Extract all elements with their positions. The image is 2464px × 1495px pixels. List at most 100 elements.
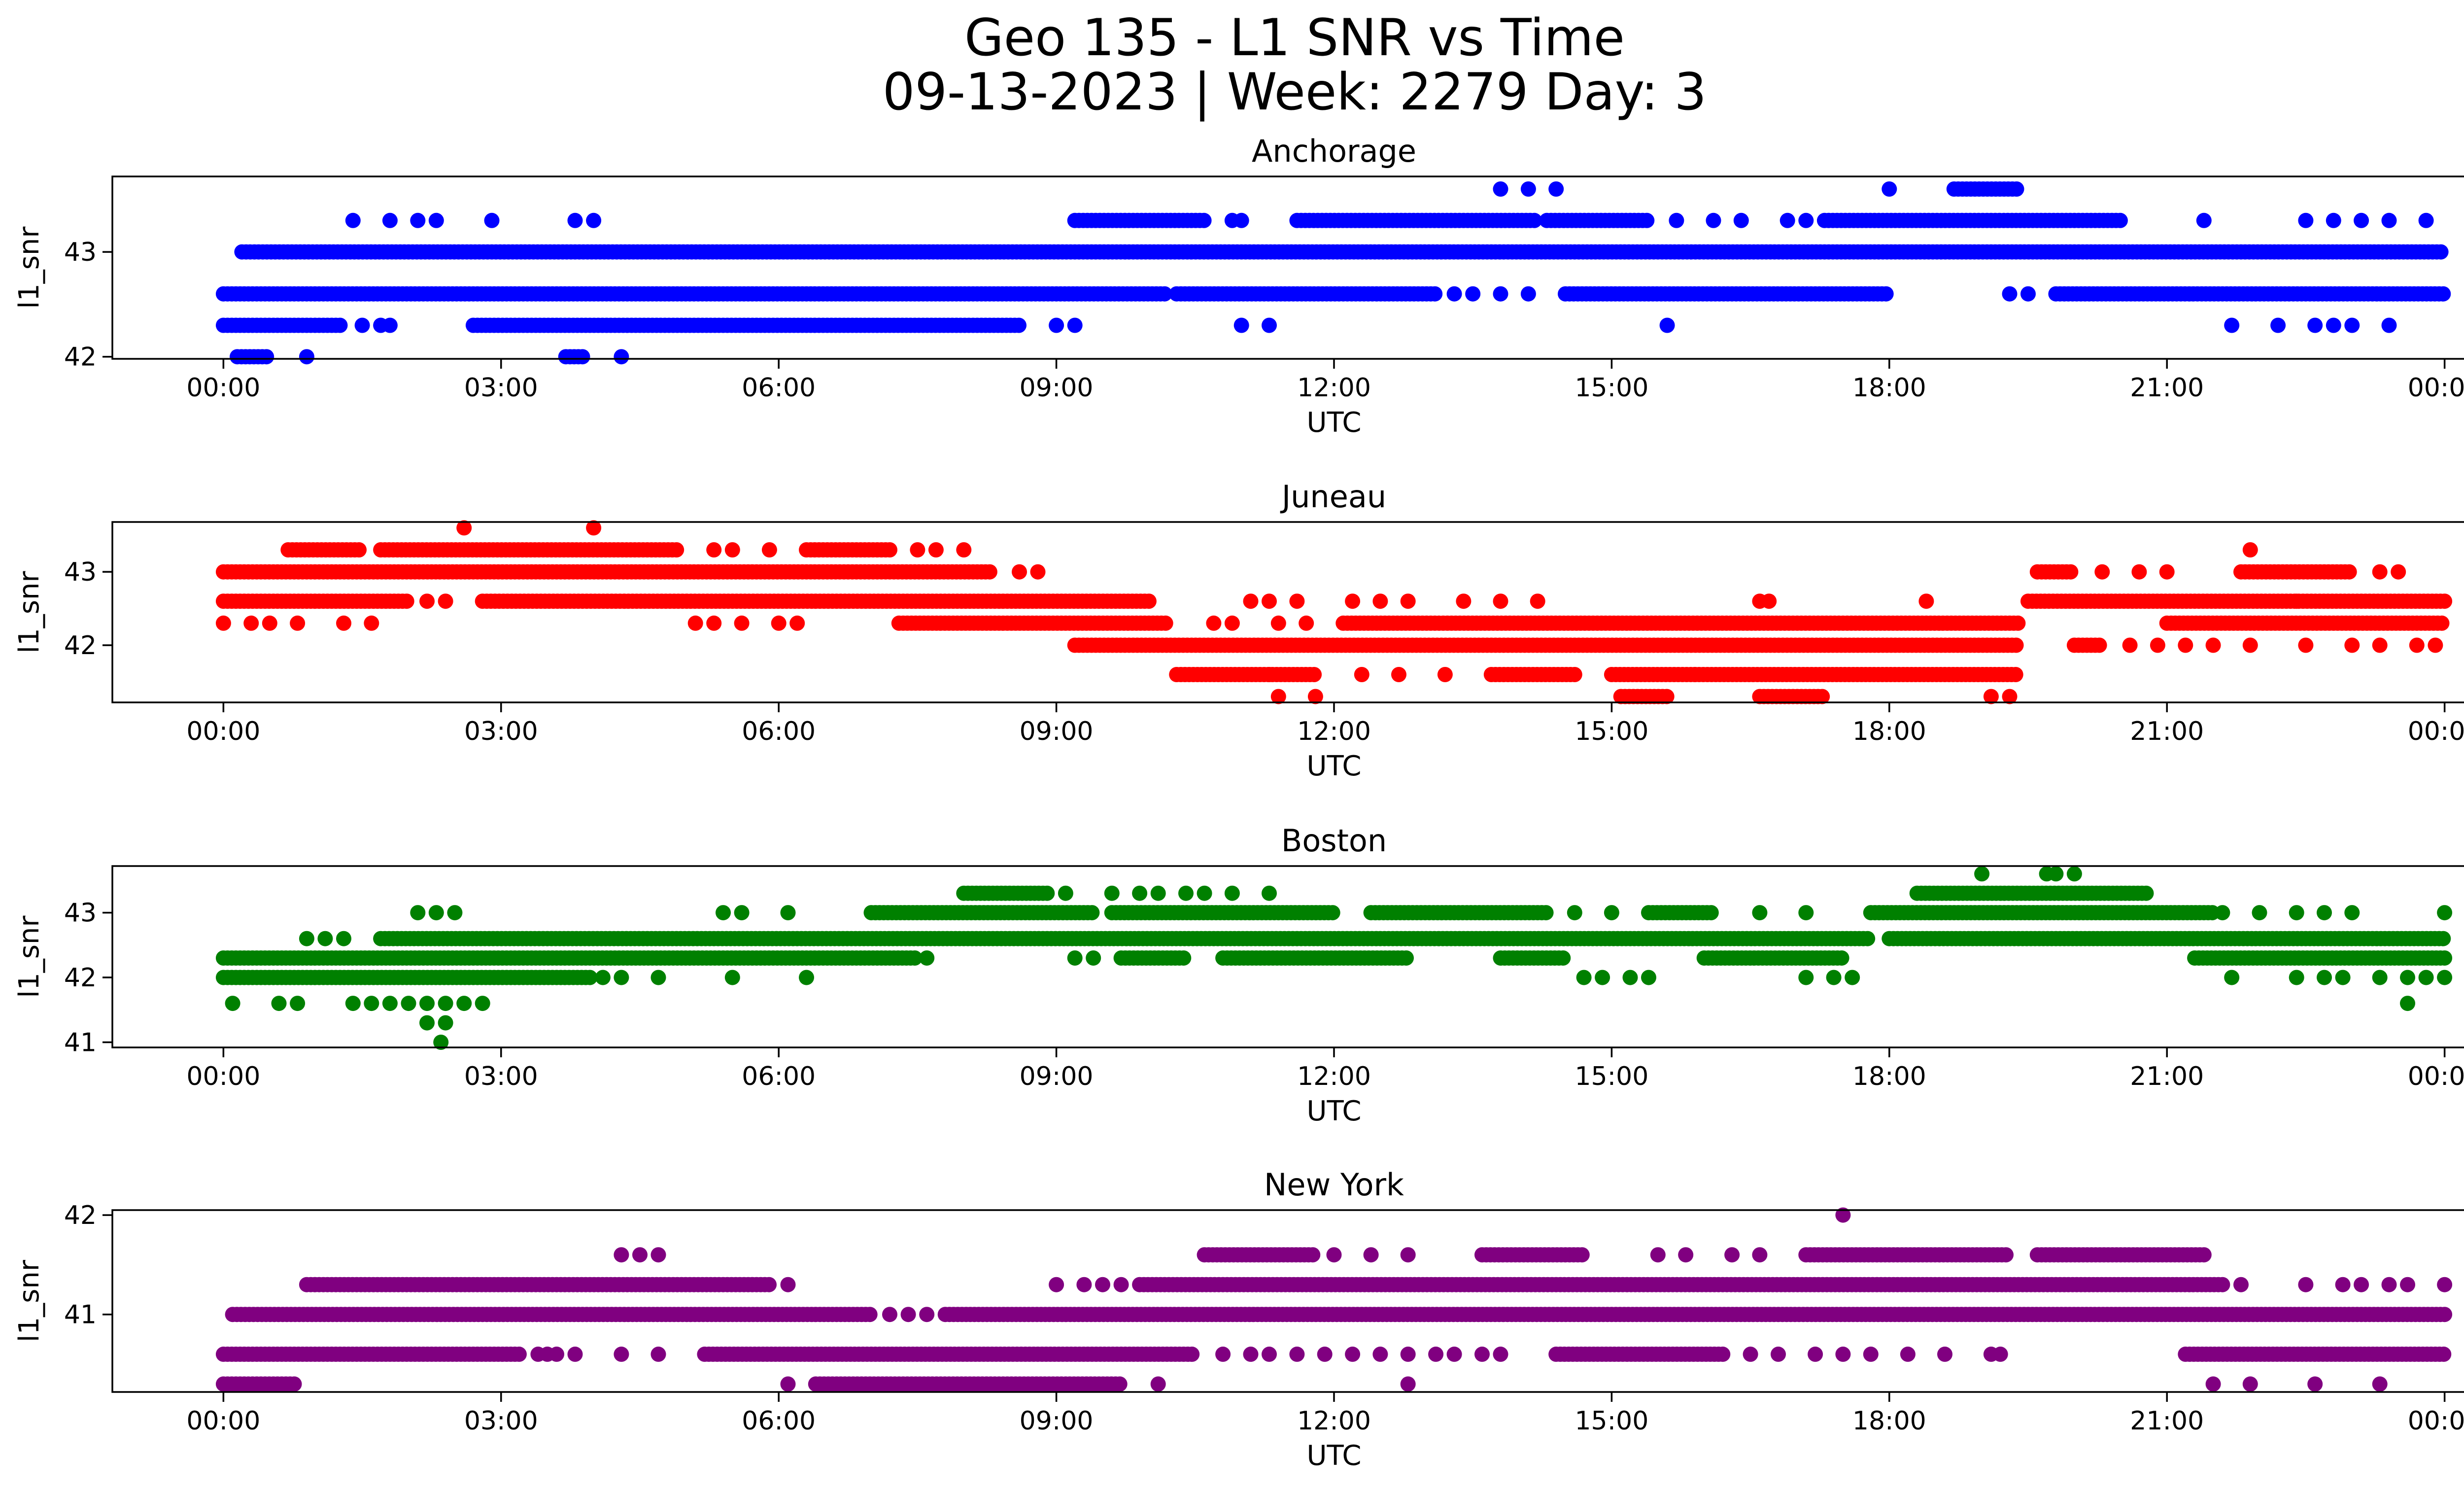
data-point bbox=[1493, 593, 1508, 609]
data-point bbox=[1243, 593, 1259, 609]
data-point bbox=[2048, 866, 2064, 882]
data-point bbox=[243, 615, 259, 631]
y-tick-label: 42 bbox=[64, 343, 97, 372]
data-point bbox=[2400, 996, 2415, 1011]
x-tick-label: 21:00 bbox=[2130, 373, 2204, 403]
data-point bbox=[1049, 317, 1064, 333]
data-point bbox=[2289, 970, 2304, 985]
data-point bbox=[1538, 905, 1554, 921]
y-axis-label: l1_snr bbox=[13, 915, 45, 998]
data-point bbox=[650, 970, 666, 985]
data-point bbox=[1520, 286, 1536, 302]
data-point bbox=[2354, 212, 2369, 228]
data-point bbox=[401, 996, 416, 1011]
data-point bbox=[1860, 931, 1876, 946]
data-point bbox=[2372, 970, 2388, 985]
data-point bbox=[1659, 317, 1675, 333]
data-point bbox=[2138, 885, 2154, 901]
data-point bbox=[1527, 212, 1542, 228]
data-point bbox=[2224, 970, 2240, 985]
data-point bbox=[716, 905, 731, 921]
data-point bbox=[1132, 885, 1148, 901]
data-point bbox=[2344, 905, 2360, 921]
data-point bbox=[2112, 212, 2128, 228]
data-point bbox=[1604, 905, 1619, 921]
data-point bbox=[1184, 1346, 1200, 1362]
data-point bbox=[1372, 593, 1388, 609]
data-point bbox=[428, 905, 444, 921]
data-point bbox=[1733, 212, 1749, 228]
data-point bbox=[1224, 885, 1240, 901]
x-tick-label: 15:00 bbox=[1574, 373, 1648, 403]
data-point bbox=[1814, 689, 1830, 704]
data-point bbox=[1224, 615, 1240, 631]
data-point bbox=[2437, 1307, 2453, 1322]
data-point bbox=[582, 970, 598, 985]
data-point bbox=[2372, 637, 2388, 653]
data-point bbox=[382, 317, 398, 333]
data-point bbox=[1834, 950, 1849, 966]
data-point bbox=[447, 905, 463, 921]
data-point bbox=[1798, 970, 1814, 985]
data-point bbox=[1641, 970, 1656, 985]
data-point bbox=[456, 996, 472, 1011]
data-point bbox=[1567, 905, 1582, 921]
data-point bbox=[1141, 593, 1157, 609]
data-point bbox=[1197, 885, 1212, 901]
data-point bbox=[2381, 317, 2397, 333]
data-point bbox=[799, 970, 814, 985]
data-point bbox=[1157, 286, 1172, 302]
x-tick-label: 18:00 bbox=[1852, 717, 1926, 746]
data-point bbox=[2196, 212, 2212, 228]
data-point bbox=[438, 593, 453, 609]
data-point bbox=[2020, 286, 2036, 302]
x-tick-label: 18:00 bbox=[1852, 1062, 1926, 1091]
x-tick-label: 21:00 bbox=[2130, 717, 2204, 746]
data-point bbox=[1084, 905, 1100, 921]
data-point bbox=[2326, 317, 2341, 333]
data-point bbox=[2418, 212, 2434, 228]
data-point bbox=[1493, 181, 1508, 197]
data-point bbox=[1780, 212, 1795, 228]
figure-title-line-2: 09-13-2023 | Week: 2279 Day: 3 bbox=[883, 63, 1707, 122]
subplot-title: Anchorage bbox=[1252, 133, 1416, 169]
x-axis-label: UTC bbox=[1306, 407, 1361, 439]
data-point bbox=[1520, 181, 1536, 197]
data-point bbox=[1104, 885, 1120, 901]
x-tick-label: 21:00 bbox=[2130, 1062, 2204, 1091]
data-point bbox=[2066, 866, 2082, 882]
data-point bbox=[271, 996, 287, 1011]
data-point bbox=[438, 996, 453, 1011]
y-tick-label: 41 bbox=[64, 1028, 97, 1057]
x-axis-label: UTC bbox=[1306, 1095, 1361, 1127]
data-point bbox=[2317, 905, 2332, 921]
data-point bbox=[1595, 970, 1610, 985]
data-point bbox=[2178, 637, 2193, 653]
y-tick-label: 43 bbox=[64, 238, 97, 267]
data-point bbox=[2344, 637, 2360, 653]
data-point bbox=[706, 615, 722, 631]
data-point bbox=[2434, 615, 2450, 631]
data-point bbox=[438, 1015, 453, 1031]
data-point bbox=[1270, 615, 1286, 631]
data-point bbox=[614, 970, 629, 985]
y-tick-label: 42 bbox=[64, 963, 97, 993]
data-point bbox=[1918, 593, 1934, 609]
data-point bbox=[2433, 244, 2449, 260]
data-point bbox=[734, 905, 750, 921]
data-point bbox=[586, 212, 602, 228]
subplot-title: Juneau bbox=[1280, 479, 1386, 515]
data-point bbox=[1086, 950, 1101, 966]
data-point bbox=[1354, 667, 1369, 682]
data-point bbox=[262, 615, 277, 631]
data-point bbox=[1826, 970, 1842, 985]
data-point bbox=[919, 950, 935, 966]
data-point bbox=[687, 615, 703, 631]
data-point bbox=[1158, 615, 1173, 631]
x-tick-label: 15:00 bbox=[1574, 717, 1648, 746]
data-point bbox=[399, 593, 414, 609]
data-point bbox=[410, 905, 426, 921]
x-tick-label: 03:00 bbox=[464, 373, 538, 403]
data-point bbox=[2435, 286, 2451, 302]
